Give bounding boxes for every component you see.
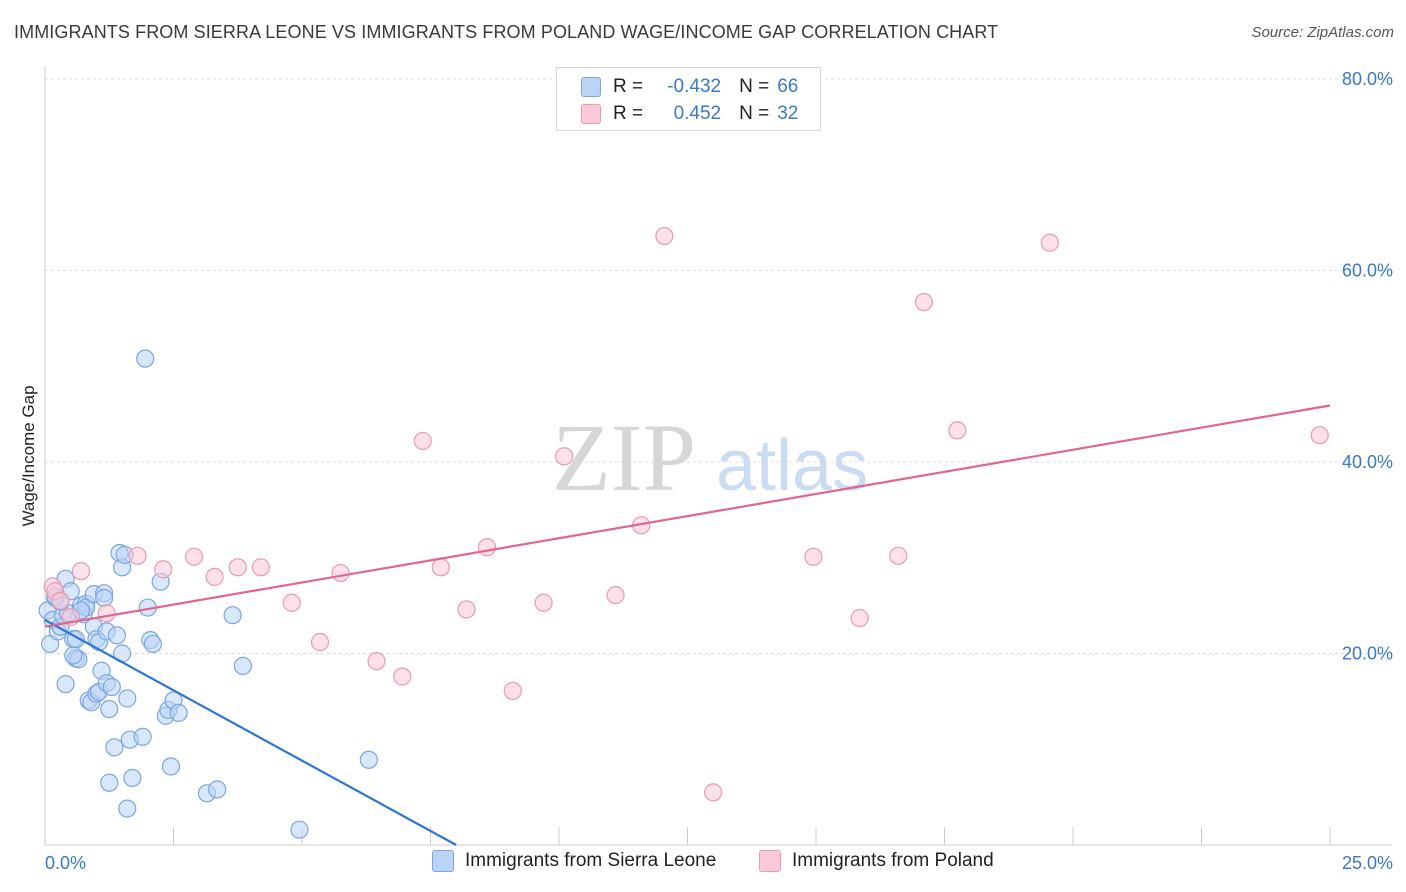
n-value: 32 xyxy=(777,103,799,124)
sierra-leone-point xyxy=(223,606,242,625)
y-axis-label: Wage/Income Gap xyxy=(19,385,38,526)
r-label: R = xyxy=(613,76,644,97)
poland-point xyxy=(804,547,823,566)
poland-point xyxy=(51,591,70,610)
poland-point xyxy=(251,558,270,577)
poland-point xyxy=(97,604,116,623)
sierra-leone-point xyxy=(64,646,83,665)
y-tick-label: 40.0% xyxy=(1342,452,1393,472)
poland-point xyxy=(889,546,908,565)
poland-point xyxy=(477,538,497,557)
watermark-atlas: atlas xyxy=(716,426,868,506)
sierra-leone-point xyxy=(169,703,188,722)
x-tick-label: 0.0% xyxy=(45,853,86,873)
sierra-leone-point xyxy=(102,677,121,697)
poland-point xyxy=(282,593,301,612)
sierra-leone-trend-line xyxy=(44,619,457,846)
sierra-leone-point xyxy=(95,588,114,608)
poland-point xyxy=(655,226,674,246)
trend-lines xyxy=(44,404,1331,846)
sierra-leone-point xyxy=(100,699,119,719)
source-credit: Source: ZipAtlas.com xyxy=(1251,24,1394,41)
watermark: ZIP atlas xyxy=(552,404,868,511)
sierra-leone-point xyxy=(100,773,119,792)
poland-point xyxy=(205,567,224,587)
legend-item-sierra-leone[interactable]: Immigrants from Sierra Leone xyxy=(432,850,716,872)
x-tick-label: 25.0% xyxy=(1342,853,1393,873)
y-tick-label: 20.0% xyxy=(1342,644,1393,664)
legend-label-poland: Immigrants from Poland xyxy=(792,850,994,871)
series-legend: Immigrants from Sierra Leone Immigrants … xyxy=(0,850,1406,878)
poland-point xyxy=(503,681,522,700)
sierra-leone-point xyxy=(118,799,137,818)
poland-point xyxy=(948,421,967,440)
sierra-leone-point xyxy=(56,675,75,694)
sierra-leone-point xyxy=(143,634,163,654)
axes: 20.0% 40.0% 60.0% 80.0% 0.0% 25.0% xyxy=(44,66,1393,873)
poland-point xyxy=(413,431,432,451)
sierra-leone-point xyxy=(123,768,142,788)
poland-point xyxy=(154,560,173,579)
chart-title: IMMIGRANTS FROM SIERRA LEONE VS IMMIGRAN… xyxy=(14,22,999,42)
poland-point xyxy=(555,447,574,466)
sierra-leone-point xyxy=(105,738,124,757)
sierra-leone-point xyxy=(118,689,137,708)
y-tick-label: 60.0% xyxy=(1342,261,1393,281)
sierra-leone-point xyxy=(208,780,227,799)
poland-point xyxy=(431,558,450,577)
sierra-leone-point xyxy=(233,656,252,676)
sierra-leone-point xyxy=(133,727,152,746)
poland-point xyxy=(184,547,204,566)
legend-item-poland[interactable]: Immigrants from Poland xyxy=(759,850,994,872)
poland-point xyxy=(457,600,476,619)
sierra-leone-point xyxy=(359,750,378,769)
swatch-poland xyxy=(581,104,601,124)
r-label: R = xyxy=(613,103,644,124)
data-points xyxy=(38,226,1329,839)
poland-point xyxy=(71,562,91,581)
poland-point xyxy=(331,563,350,583)
n-label: N = xyxy=(739,76,770,97)
poland-point xyxy=(606,585,625,605)
legend-swatch-poland xyxy=(759,850,781,872)
poland-point xyxy=(128,546,147,565)
poland-point xyxy=(534,593,553,612)
sierra-leone-point xyxy=(107,626,127,645)
poland-point xyxy=(310,632,330,652)
n-value: 66 xyxy=(777,76,799,97)
sierra-leone-point xyxy=(136,349,155,368)
r-value: 0.452 xyxy=(673,103,722,124)
stats-row-sierra-leone: R = -0.432 N = 66 xyxy=(581,75,798,99)
poland-point xyxy=(850,608,869,628)
legend-label-sierra-leone: Immigrants from Sierra Leone xyxy=(465,850,717,871)
poland-point xyxy=(1040,233,1059,252)
gridlines xyxy=(45,78,1392,654)
poland-point xyxy=(1310,426,1329,445)
poland-point xyxy=(393,667,412,686)
poland-point xyxy=(228,558,247,577)
sierra-leone-point xyxy=(161,757,181,776)
r-value: -0.432 xyxy=(667,76,722,97)
stats-row-poland: R = 0.452 N = 32 xyxy=(581,102,798,126)
y-tick-label: 80.0% xyxy=(1342,69,1393,89)
poland-point xyxy=(704,783,723,802)
poland-trend-line xyxy=(44,404,1331,628)
n-label: N = xyxy=(739,103,770,124)
watermark-zip: ZIP xyxy=(552,404,696,511)
sierra-leone-point xyxy=(290,820,309,839)
swatch-sierra-leone xyxy=(581,77,601,97)
legend-swatch-sierra-leone xyxy=(432,850,454,872)
stats-legend: R = -0.432 N = 66 R = 0.452 N = 32 xyxy=(556,67,821,131)
poland-point xyxy=(367,652,386,671)
poland-point xyxy=(914,292,934,312)
